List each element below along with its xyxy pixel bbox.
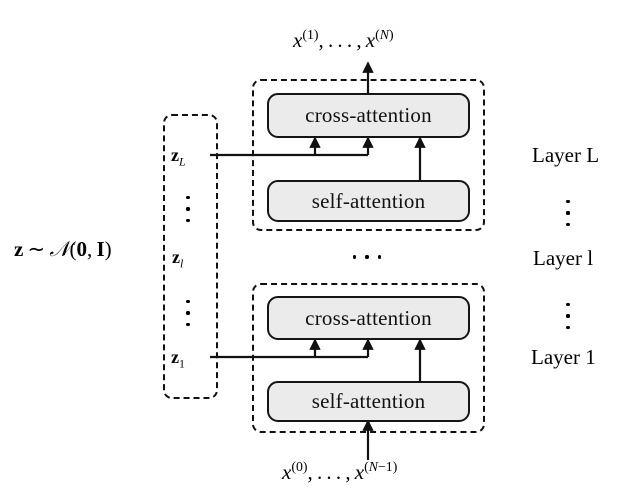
latent-stack-box (163, 114, 218, 399)
cross-attention-module-L[interactable]: cross-attention (267, 93, 470, 138)
layer-1-block (252, 283, 485, 433)
self-attention-module-1[interactable]: self-attention (267, 381, 470, 422)
self-attention-module-L[interactable]: self-attention (267, 180, 470, 222)
latent-vdots-lower (186, 300, 190, 326)
layer-label-1: Layer 1 (531, 345, 596, 369)
cross-attention-label-L: cross-attention (305, 103, 432, 127)
self-attention-label-L: self-attention (311, 188, 426, 213)
layer-label-L: Layer L (532, 143, 600, 167)
layer-label-l: Layer l (533, 246, 594, 270)
latent-label-zl: zl (172, 247, 184, 271)
latent-vdots-upper (186, 196, 190, 222)
layer-vdots-lower (566, 303, 570, 329)
blocks-ellipsis (353, 255, 382, 259)
layer-L-block (252, 79, 485, 231)
latent-label-z1: z1 (171, 347, 185, 371)
latent-label-zL: zL (171, 145, 186, 169)
prior-distribution-label: z ∼ 𝒩(0, I) (14, 237, 112, 261)
input-sequence-label: x(0), . . . , x(N−1) (282, 459, 398, 484)
cross-attention-label-1: cross-attention (305, 305, 432, 330)
cross-attention-module-1[interactable]: cross-attention (267, 296, 470, 340)
layer-vdots-upper (566, 200, 570, 226)
output-sequence-label: x(1), . . . , x(N) (293, 27, 394, 52)
self-attention-label-1: self-attention (311, 389, 426, 413)
